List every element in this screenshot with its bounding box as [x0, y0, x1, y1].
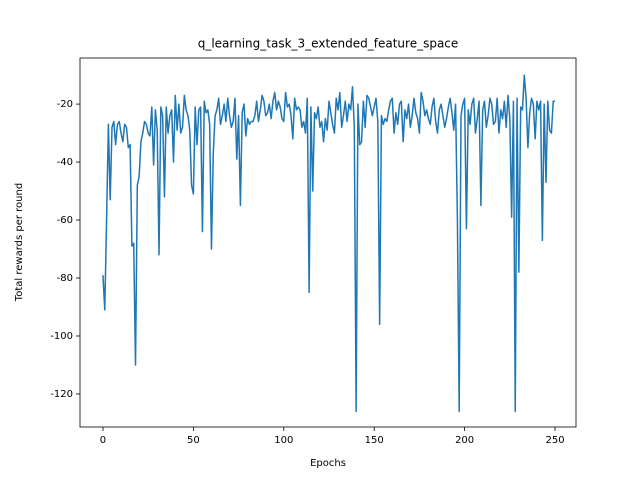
- x-tick-label: 200: [455, 435, 474, 446]
- x-tick-label: 150: [365, 435, 384, 446]
- x-axis-label: Epochs: [310, 458, 346, 469]
- plot-area: [102, 74, 556, 413]
- y-tick-label: -20: [57, 99, 73, 110]
- y-tick-label: -100: [50, 331, 73, 342]
- y-tick-label: -60: [57, 215, 73, 226]
- y-axis-label: Total rewards per round: [14, 183, 25, 302]
- series-line: [102, 74, 556, 413]
- x-tick-label: 100: [274, 435, 293, 446]
- y-tick-label: -40: [57, 157, 73, 168]
- x-tick-label: 50: [187, 435, 200, 446]
- y-tick-label: -120: [50, 389, 73, 400]
- x-tick-label: 0: [100, 435, 106, 446]
- chart-title: q_learning_task_3_extended_feature_space: [198, 37, 459, 51]
- axes-frame: [79, 57, 577, 428]
- x-tick-label: 250: [545, 435, 564, 446]
- y-tick-label: -80: [57, 273, 73, 284]
